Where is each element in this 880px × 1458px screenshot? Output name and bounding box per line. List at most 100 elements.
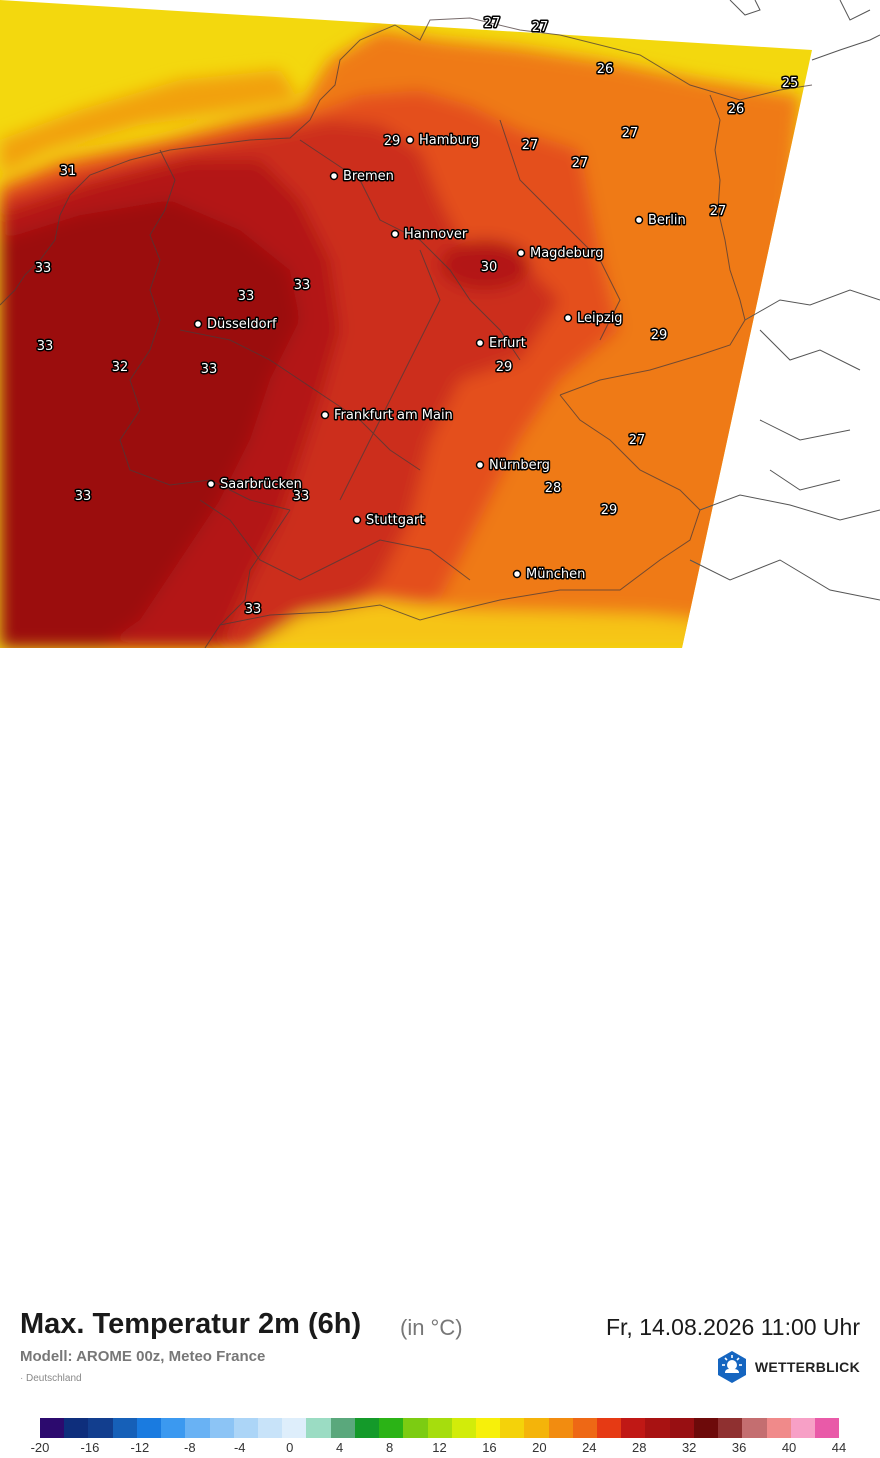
wetterblick-logo[interactable]: WETTERBLICK — [715, 1350, 860, 1384]
temperature-value: 27 — [522, 138, 539, 153]
border-inner-3 — [339, 249, 441, 501]
temperature-value: 27 — [532, 20, 549, 35]
city-label: Magdeburg — [530, 246, 604, 261]
legend-swatch — [306, 1418, 331, 1438]
temperature-value: 30 — [481, 260, 498, 275]
temperature-value: 27 — [622, 126, 639, 141]
border-belgium — [119, 409, 291, 511]
legend-swatch — [330, 1418, 355, 1438]
city-label: Leipzig — [577, 311, 623, 326]
legend-tick-label: 4 — [336, 1440, 344, 1455]
color-legend — [40, 1418, 840, 1438]
temperature-value: 33 — [238, 289, 255, 304]
legend-tick-label: 40 — [781, 1440, 797, 1455]
legend-swatch — [524, 1418, 549, 1438]
legend-tick-label: -20 — [30, 1440, 50, 1455]
city-dot — [475, 338, 485, 348]
magdeburg-hot-spot — [440, 240, 530, 290]
city-m-nchen: München — [512, 566, 587, 584]
legend-swatch — [64, 1418, 89, 1438]
legend-tick-labels: -20 -16 -12 -8 -4 0 4 8 12 16 20 24 28 32 36 40 44 — [31, 1440, 847, 1458]
city-d-sseldorf: Düsseldorf — [193, 316, 278, 334]
czech-border-east — [744, 289, 880, 321]
city-label: Berlin — [648, 213, 686, 228]
legend-swatch — [693, 1418, 719, 1438]
legend-swatch — [451, 1418, 476, 1438]
city-label: München — [526, 567, 585, 582]
legend-swatch — [621, 1418, 646, 1438]
border-inner-1 — [299, 139, 521, 361]
temperature-map[interactable]: 27 27 26 25 26 27 27 27 29 31 27 33 33 33 30 33 29 32 33 29… — [0, 0, 880, 648]
city-dot — [563, 313, 573, 323]
city-saarbr-cken: Saarbrücken — [206, 476, 303, 494]
outside-borders — [689, 0, 880, 601]
legend-tick-label: 36 — [731, 1440, 747, 1455]
temperature-value: 33 — [35, 261, 52, 276]
legend-swatch — [233, 1418, 258, 1438]
legend-tick-label: 12 — [432, 1440, 447, 1455]
city-berlin: Berlin — [634, 212, 687, 230]
city-dot — [329, 171, 339, 181]
city-label: Saarbrücken — [220, 477, 302, 492]
north-sea-band — [0, 70, 300, 175]
legend-tick-label: 20 — [532, 1440, 547, 1455]
austria-border-east — [699, 494, 880, 521]
legend-swatch — [548, 1418, 573, 1438]
city-n-rnberg: Nürnberg — [475, 457, 551, 475]
temperature-value: 33 — [37, 339, 54, 354]
legend-tick-label: -8 — [184, 1440, 196, 1455]
temperature-value: 27 — [572, 156, 589, 171]
city-dot — [320, 410, 330, 420]
legend-swatch — [185, 1418, 210, 1438]
temperature-value: 27 — [629, 433, 646, 448]
city-dot — [405, 135, 415, 145]
city-magdeburg: Magdeburg — [516, 245, 605, 263]
land-33-zone — [0, 200, 300, 648]
legend-swatch — [790, 1418, 815, 1438]
legend-swatch — [209, 1418, 234, 1438]
borders — [0, 17, 813, 648]
legend-swatch — [815, 1418, 840, 1438]
legend-swatch — [354, 1418, 380, 1438]
legend-tick-label: 44 — [831, 1440, 847, 1455]
border-netherlands — [129, 149, 176, 411]
legend-swatch — [282, 1418, 307, 1438]
city-dot — [475, 460, 485, 470]
forecast-datetime: Fr, 14.08.2026 11:00 Uhr — [605, 1314, 860, 1340]
temperature-value: 33 — [245, 602, 262, 617]
temperature-value: 27 — [484, 16, 501, 31]
city-erfurt: Erfurt — [475, 335, 527, 353]
sun-cloud-logo-icon — [717, 1351, 746, 1383]
map-title: Max. Temperatur 2m (6h) — [20, 1308, 362, 1340]
city-dot — [390, 229, 400, 239]
legend-tick-label: 8 — [385, 1440, 394, 1455]
city-frankfurt-am-main: Frankfurt am Main — [320, 407, 454, 425]
region-bullet: · — [20, 1373, 24, 1384]
temperature-value: 26 — [728, 102, 745, 117]
legend-tick-label: 28 — [632, 1440, 647, 1455]
legend-swatch — [40, 1418, 65, 1438]
temperature-value: 33 — [293, 489, 310, 504]
legend-swatch — [403, 1418, 428, 1438]
city-label: Hamburg — [419, 133, 479, 148]
legend-swatch — [645, 1418, 670, 1438]
legend-swatch — [379, 1418, 404, 1438]
city-label: Bremen — [343, 169, 394, 184]
coastline-north — [0, 17, 813, 306]
legend-tick-label: -16 — [80, 1440, 100, 1455]
temperature-value: 33 — [75, 489, 92, 504]
temperature-value: 31 — [60, 164, 77, 179]
temperature-value: 28 — [545, 481, 562, 496]
temperature-field — [0, 0, 812, 648]
legend-tick-label: -12 — [130, 1440, 150, 1455]
region-label: Deutschland — [26, 1373, 82, 1384]
city-label: Frankfurt am Main — [334, 408, 453, 423]
city-bremen: Bremen — [329, 168, 395, 186]
legend-swatch — [427, 1418, 452, 1438]
city-stuttgart: Stuttgart — [352, 512, 426, 530]
legend-tick-label: 16 — [482, 1440, 497, 1455]
logo-text: WETTERBLICK — [754, 1359, 860, 1375]
city-dot — [352, 515, 362, 525]
legend-swatch — [475, 1418, 501, 1438]
map-canvas: 27 27 26 25 26 27 27 27 29 31 27 33 33 33 30 33 29 32 33 29… — [0, 0, 880, 648]
